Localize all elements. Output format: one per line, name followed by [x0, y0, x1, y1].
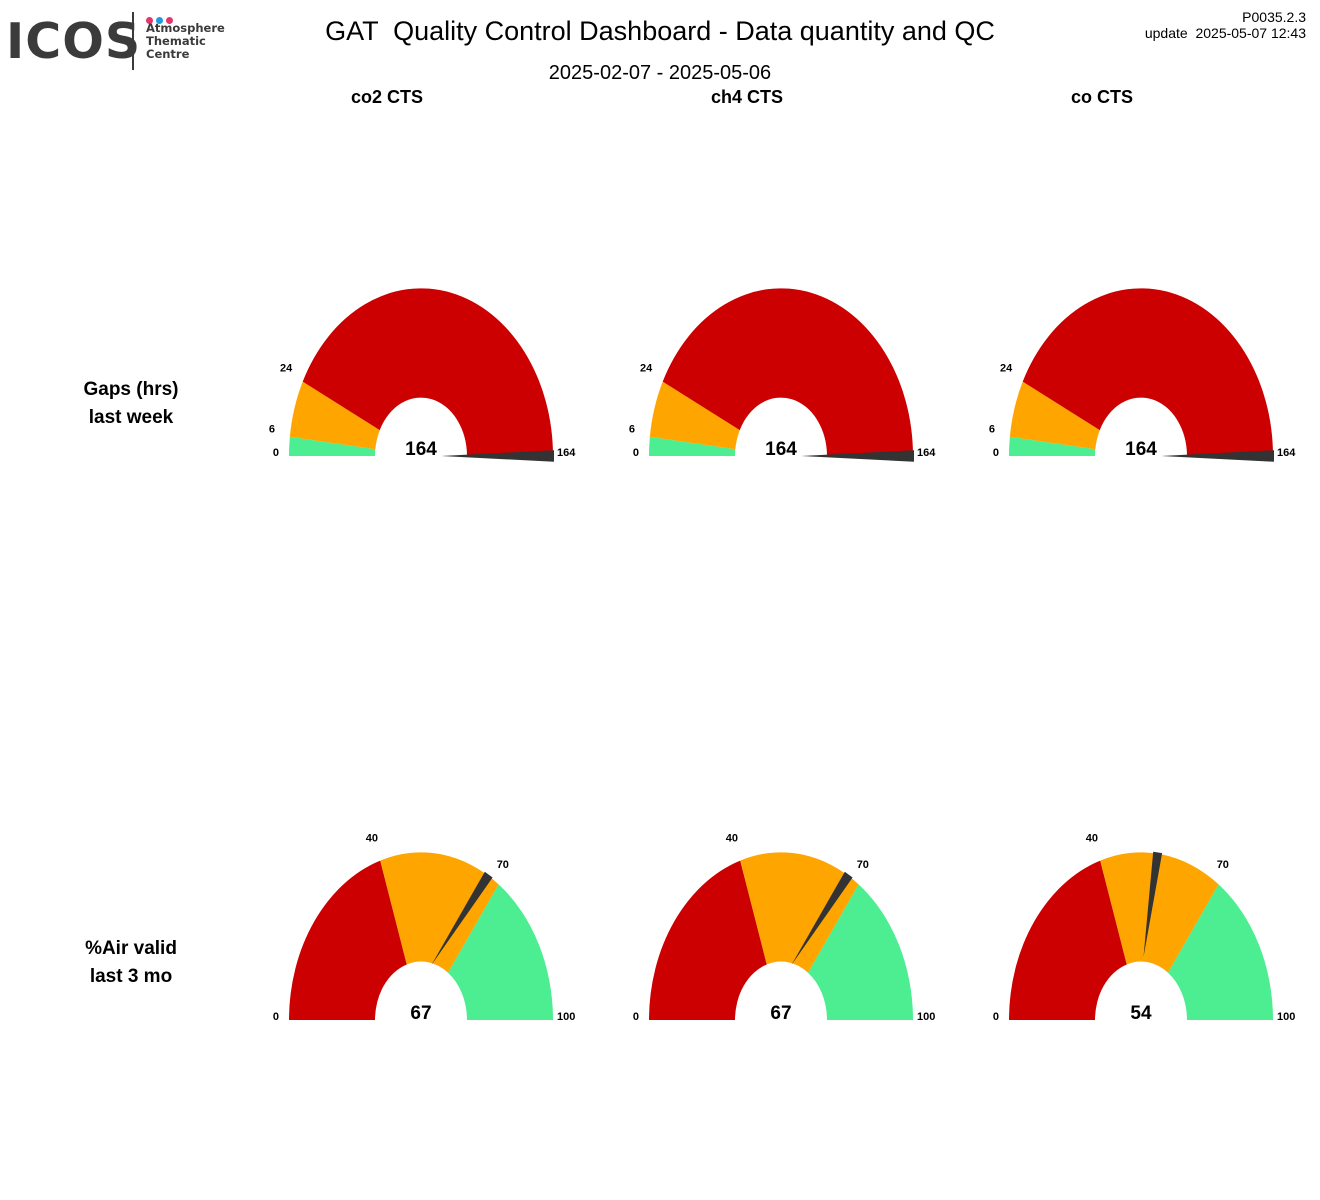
logo-dots-icon: [146, 11, 176, 24]
gauge-band-green: [289, 436, 376, 456]
gauge-band-orange: [649, 381, 740, 450]
version-number: P0035.2.3: [1242, 9, 1306, 25]
logo-dot: [166, 17, 173, 24]
gauge-tick-label: 24: [280, 363, 293, 375]
logo-dot: [156, 17, 163, 24]
gauge-band-orange: [380, 852, 499, 973]
gauge-band-red: [662, 288, 913, 456]
gauge: 0 6 24 164 164: [629, 288, 936, 462]
gauge-band-green: [1009, 436, 1096, 456]
icos-logo: ICOS Atmosphere Thematic Centre: [6, 8, 226, 76]
gauge-value-label: 164: [405, 439, 437, 460]
gauge-tick-label: 70: [1217, 859, 1229, 871]
gauge-tick-label: 40: [726, 833, 738, 845]
gauge-tick-label: 24: [1000, 363, 1013, 375]
row-label-line: Gaps (hrs): [83, 379, 179, 400]
column-header-co: co CTS: [1070, 87, 1133, 107]
gauge: 0 6 24 164 164: [989, 288, 1296, 462]
gauge-band-green: [1168, 884, 1273, 1020]
gauge-tick-label: 164: [557, 447, 576, 459]
gauge-band-orange: [289, 381, 380, 450]
gauge-tick-label: 164: [917, 447, 936, 459]
column-header-co2: co2 CTS: [350, 87, 424, 107]
gauge: 0 40 70 100 67: [273, 833, 575, 1024]
gauge-value-label: 67: [770, 1003, 791, 1024]
gauge-tick-label: 70: [857, 859, 869, 871]
gauge-value-label: 67: [410, 1003, 431, 1024]
gauge-tick-label: 100: [917, 1011, 935, 1023]
gauge-band-red: [302, 288, 553, 456]
logo-line: Atmosphere: [146, 21, 225, 35]
logo-dot: [146, 17, 153, 24]
gauge-needle: [431, 871, 493, 966]
row-label-line: last week: [88, 407, 174, 428]
gauge: 0 6 24 164 164: [269, 288, 576, 462]
logo-line: Centre: [146, 47, 190, 61]
update-timestamp: update 2025-05-07 12:43: [1144, 25, 1306, 41]
gauge-tick-label: 24: [640, 363, 653, 375]
gauge-tick-label: 6: [629, 424, 635, 436]
gauge-band-orange: [1100, 852, 1219, 973]
row-label-line: %Air valid: [85, 938, 177, 959]
gauge-needle: [1161, 450, 1274, 462]
gauge-value-label: 54: [1130, 1003, 1152, 1024]
gauge-tick-label: 0: [633, 447, 639, 459]
gauge-band-green: [808, 884, 913, 1020]
gauge-band-red: [289, 860, 407, 1020]
date-range: 2025-02-07 - 2025-05-06: [548, 62, 772, 84]
gauge-tick-label: 100: [557, 1011, 575, 1023]
gauge-tick-label: 0: [993, 1011, 999, 1023]
gauge-tick-label: 40: [366, 833, 378, 845]
row-label-gaps: Gaps (hrs) last week: [20, 376, 242, 432]
gauge-tick-label: 6: [269, 424, 275, 436]
gauge-needle: [791, 871, 853, 966]
gauge-band-green: [649, 436, 736, 456]
gauge-tick-label: 0: [993, 447, 999, 459]
row-label-air-valid: %Air valid last 3 mo: [20, 935, 242, 991]
gauge-tick-label: 100: [1277, 1011, 1295, 1023]
version-info: P0035.2.3 update 2025-05-07 12:43: [1145, 9, 1306, 41]
gauge-value-label: 164: [1125, 439, 1157, 460]
gauge-band-red: [1022, 288, 1273, 456]
gauge-tick-label: 164: [1277, 447, 1296, 459]
gauge-tick-label: 40: [1086, 833, 1098, 845]
logo-divider: [132, 12, 134, 70]
logo-wordmark: ICOS: [6, 13, 142, 70]
gauge-band-orange: [1009, 381, 1100, 450]
gauge: 0 40 70 100 67: [633, 833, 935, 1024]
gauge-value-label: 164: [765, 439, 797, 460]
gauge-band-red: [649, 860, 767, 1020]
gauge-needle: [801, 450, 914, 462]
gauge-tick-label: 0: [273, 447, 279, 459]
gauge-band-orange: [740, 852, 859, 973]
gauge-tick-label: 0: [273, 1011, 279, 1023]
column-header-ch4: ch4 CTS: [710, 87, 784, 107]
logo-text: Atmosphere Thematic Centre: [146, 22, 225, 61]
gauge: 0 40 70 100 54: [993, 833, 1295, 1024]
gauge-tick-label: 6: [989, 424, 995, 436]
gauge-needle: [441, 450, 554, 462]
logo-line: Thematic: [146, 34, 206, 48]
row-label-line: last 3 mo: [89, 966, 173, 987]
page-title: GAT Quality Control Dashboard - Data qua…: [325, 16, 995, 46]
gauge-band-red: [1009, 860, 1127, 1020]
gauge-needle: [1143, 851, 1163, 958]
gauge-tick-label: 70: [497, 859, 509, 871]
gauge-band-green: [448, 884, 553, 1020]
gauge-tick-label: 0: [633, 1011, 639, 1023]
